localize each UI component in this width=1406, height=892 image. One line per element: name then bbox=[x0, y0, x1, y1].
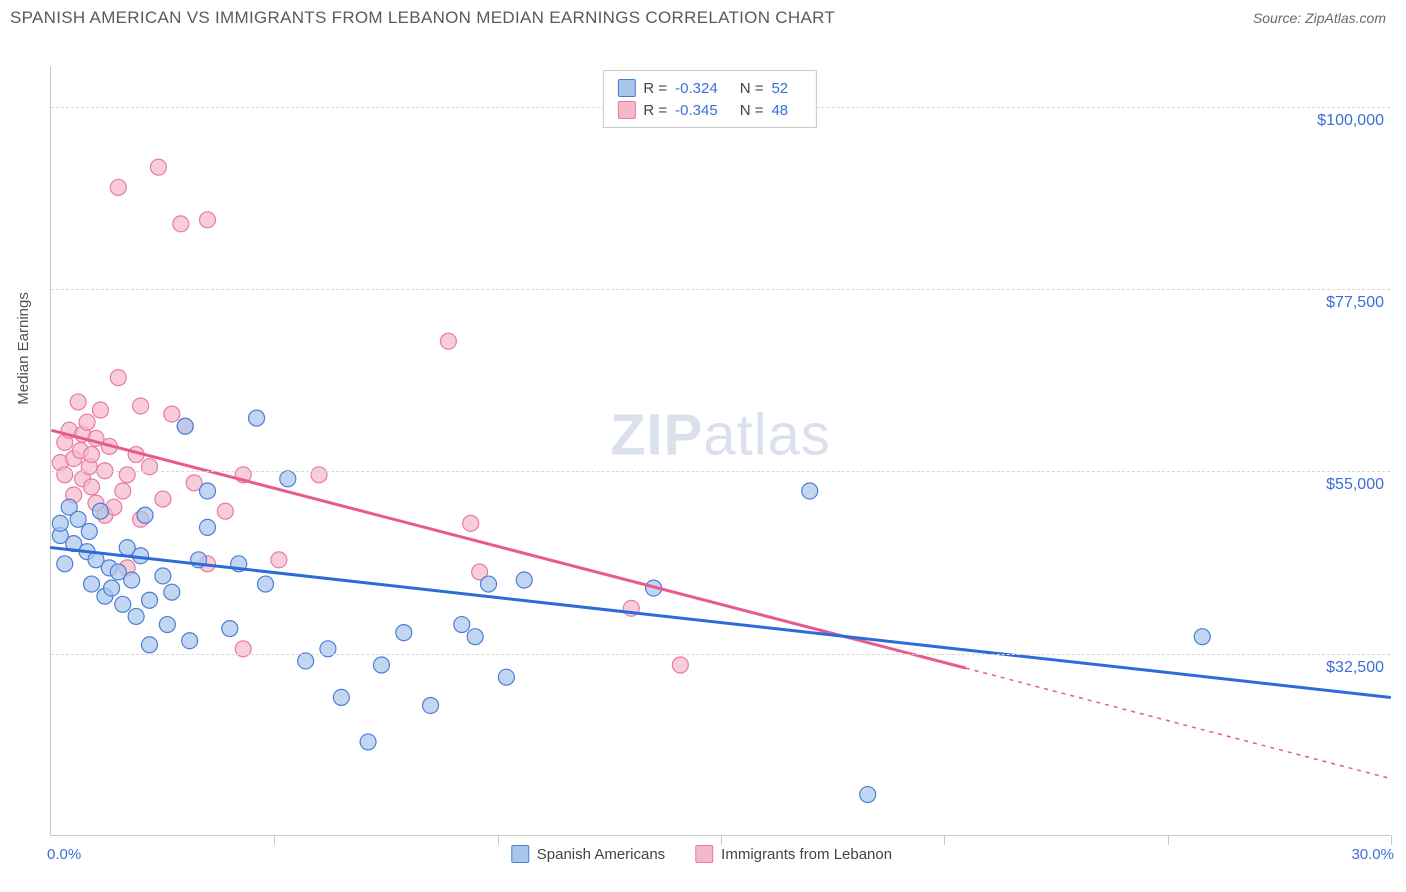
data-point bbox=[57, 467, 73, 483]
data-point bbox=[81, 523, 97, 539]
x-axis-start-label: 0.0% bbox=[47, 846, 81, 863]
data-point bbox=[52, 515, 68, 531]
data-point bbox=[150, 159, 166, 175]
data-point bbox=[467, 629, 483, 645]
x-axis-end-label: 30.0% bbox=[1351, 846, 1394, 863]
gridline bbox=[51, 289, 1390, 290]
legend-row-pink: R = -0.345 N = 48 bbox=[617, 99, 802, 121]
data-point bbox=[115, 483, 131, 499]
data-point bbox=[137, 507, 153, 523]
legend-row-blue: R = -0.324 N = 52 bbox=[617, 77, 802, 99]
x-tick bbox=[1168, 835, 1169, 845]
legend-swatch-blue bbox=[617, 79, 635, 97]
data-point bbox=[200, 212, 216, 228]
data-point bbox=[84, 479, 100, 495]
data-point bbox=[217, 503, 233, 519]
data-point bbox=[70, 511, 86, 527]
data-point bbox=[271, 552, 287, 568]
chart-title: SPANISH AMERICAN VS IMMIGRANTS FROM LEBA… bbox=[10, 8, 835, 28]
legend-swatch-pink bbox=[617, 101, 635, 119]
data-point bbox=[115, 596, 131, 612]
y-tick-label: $55,000 bbox=[1326, 476, 1384, 494]
data-point bbox=[1194, 629, 1210, 645]
data-point bbox=[298, 653, 314, 669]
gridline bbox=[51, 654, 1390, 655]
data-point bbox=[280, 471, 296, 487]
data-point bbox=[182, 633, 198, 649]
x-tick bbox=[274, 835, 275, 845]
data-point bbox=[498, 669, 514, 685]
data-point bbox=[396, 625, 412, 641]
y-tick-label: $32,500 bbox=[1326, 659, 1384, 677]
data-point bbox=[249, 410, 265, 426]
x-tick bbox=[1391, 835, 1392, 845]
data-point bbox=[802, 483, 818, 499]
plot-area: ZIPatlas R = -0.324 N = 52 R = -0.345 N … bbox=[50, 66, 1390, 836]
gridline bbox=[51, 471, 1390, 472]
data-point bbox=[84, 447, 100, 463]
data-point bbox=[222, 621, 238, 637]
data-point bbox=[423, 697, 439, 713]
data-point bbox=[110, 179, 126, 195]
data-point bbox=[173, 216, 189, 232]
data-point bbox=[860, 787, 876, 803]
y-tick-label: $100,000 bbox=[1317, 112, 1384, 130]
legend-swatch-blue bbox=[511, 845, 529, 863]
data-point bbox=[311, 467, 327, 483]
y-axis-title: Median Earnings bbox=[15, 292, 32, 405]
x-tick bbox=[721, 835, 722, 845]
trend-line bbox=[51, 548, 1389, 698]
data-point bbox=[463, 515, 479, 531]
legend-correlation-box: R = -0.324 N = 52 R = -0.345 N = 48 bbox=[602, 70, 817, 128]
plot-svg bbox=[51, 66, 1390, 835]
data-point bbox=[155, 568, 171, 584]
data-point bbox=[333, 689, 349, 705]
data-point bbox=[79, 414, 95, 430]
legend-series: Spanish Americans Immigrants from Lebano… bbox=[511, 845, 892, 863]
data-point bbox=[164, 584, 180, 600]
data-point bbox=[258, 576, 274, 592]
source-attribution: Source: ZipAtlas.com bbox=[1253, 10, 1386, 26]
data-point bbox=[142, 637, 158, 653]
data-point bbox=[440, 333, 456, 349]
data-point bbox=[481, 576, 497, 592]
data-point bbox=[92, 503, 108, 519]
data-point bbox=[110, 370, 126, 386]
data-point bbox=[128, 608, 144, 624]
trend-line-extrapolated bbox=[966, 668, 1390, 778]
data-point bbox=[164, 406, 180, 422]
legend-item-immigrants-lebanon: Immigrants from Lebanon bbox=[695, 845, 892, 863]
data-point bbox=[200, 483, 216, 499]
x-tick bbox=[498, 835, 499, 845]
data-point bbox=[159, 617, 175, 633]
data-point bbox=[142, 592, 158, 608]
data-point bbox=[516, 572, 532, 588]
legend-swatch-pink bbox=[695, 845, 713, 863]
legend-item-spanish-americans: Spanish Americans bbox=[511, 845, 665, 863]
data-point bbox=[360, 734, 376, 750]
data-point bbox=[92, 402, 108, 418]
data-point bbox=[119, 467, 135, 483]
x-tick bbox=[944, 835, 945, 845]
data-point bbox=[155, 491, 171, 507]
data-point bbox=[84, 576, 100, 592]
data-point bbox=[124, 572, 140, 588]
data-point bbox=[177, 418, 193, 434]
data-point bbox=[142, 459, 158, 475]
chart-container: Median Earnings ZIPatlas R = -0.324 N = … bbox=[0, 36, 1406, 886]
data-point bbox=[104, 580, 120, 596]
data-point bbox=[672, 657, 688, 673]
data-point bbox=[57, 556, 73, 572]
data-point bbox=[70, 394, 86, 410]
data-point bbox=[373, 657, 389, 673]
y-tick-label: $77,500 bbox=[1326, 294, 1384, 312]
data-point bbox=[454, 617, 470, 633]
data-point bbox=[200, 519, 216, 535]
data-point bbox=[133, 398, 149, 414]
